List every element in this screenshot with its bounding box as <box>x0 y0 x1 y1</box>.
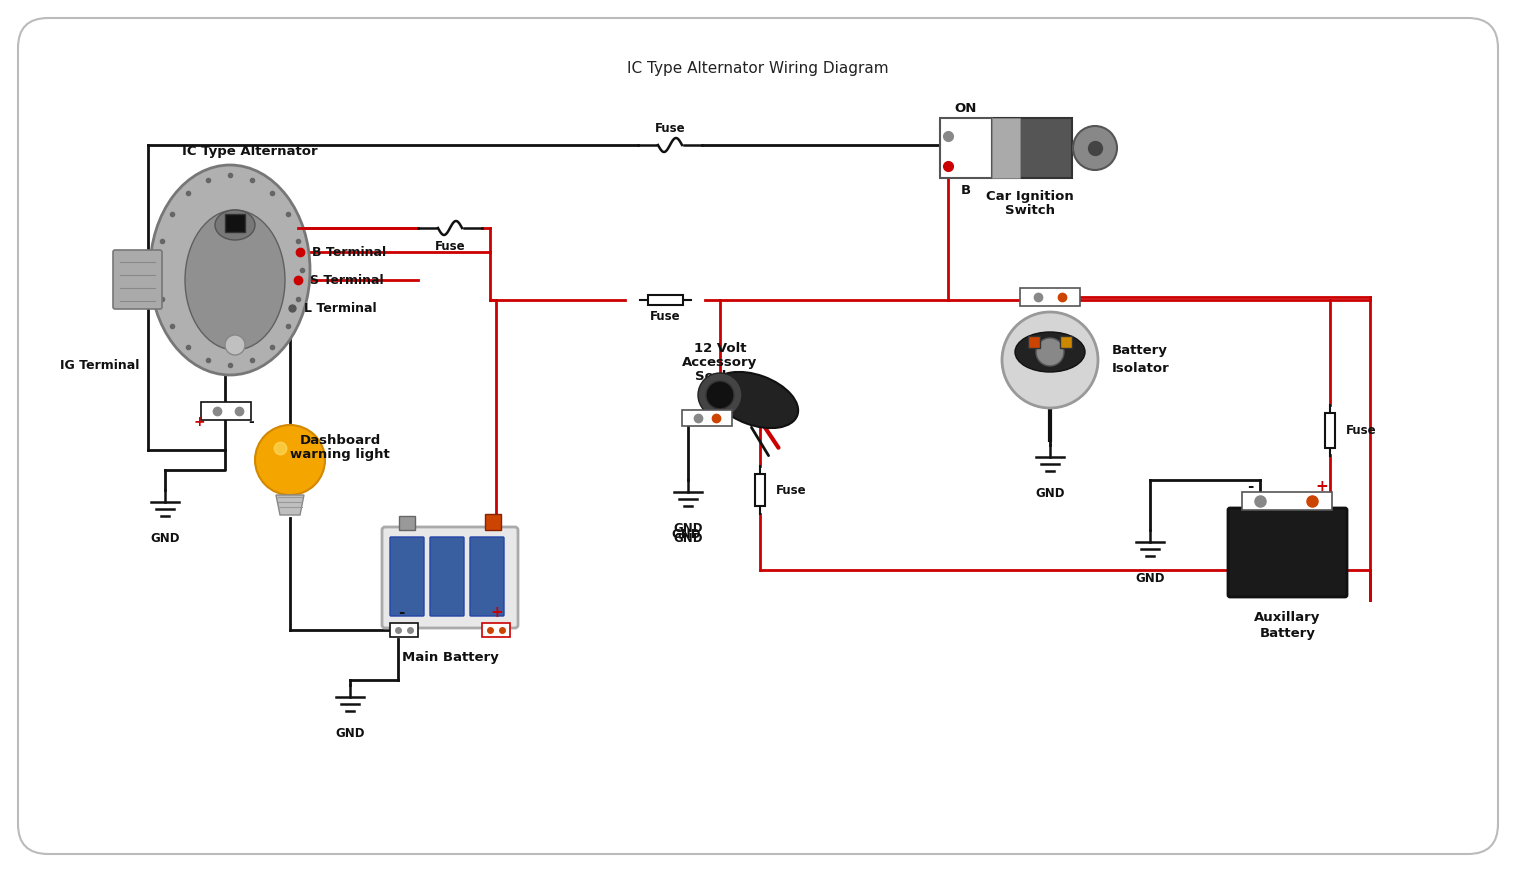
FancyBboxPatch shape <box>18 18 1498 854</box>
Text: Fuse: Fuse <box>1346 424 1377 437</box>
Text: -: - <box>1246 479 1254 494</box>
Text: Fuse: Fuse <box>776 483 807 496</box>
Text: -: - <box>249 415 253 429</box>
Text: B: B <box>961 183 972 196</box>
Text: Dashboard: Dashboard <box>299 433 381 446</box>
Ellipse shape <box>1016 332 1085 372</box>
Text: GND: GND <box>673 522 703 535</box>
Text: Car Ignition: Car Ignition <box>985 189 1073 202</box>
Text: Socket: Socket <box>694 370 746 383</box>
FancyBboxPatch shape <box>1228 508 1348 597</box>
Text: +: + <box>1316 479 1328 494</box>
FancyBboxPatch shape <box>431 537 464 616</box>
Text: GND: GND <box>1035 487 1064 500</box>
Text: warning light: warning light <box>290 447 390 460</box>
Circle shape <box>697 373 741 417</box>
Text: Fuse: Fuse <box>650 310 681 323</box>
Text: Main Battery: Main Battery <box>402 651 499 664</box>
Text: Fuse: Fuse <box>655 122 685 135</box>
Text: Auxillary: Auxillary <box>1254 610 1320 623</box>
Bar <box>755 474 766 506</box>
Text: GND: GND <box>150 532 180 545</box>
Circle shape <box>224 335 246 355</box>
Text: Isolator: Isolator <box>1113 362 1170 374</box>
Text: GND: GND <box>335 727 365 740</box>
Bar <box>224 214 246 232</box>
Text: B Terminal: B Terminal <box>312 246 387 258</box>
Text: L Terminal: L Terminal <box>305 302 376 315</box>
Bar <box>390 623 418 637</box>
Bar <box>940 118 991 178</box>
Text: ON: ON <box>955 101 978 114</box>
Polygon shape <box>276 495 305 515</box>
Bar <box>202 402 252 420</box>
Circle shape <box>1073 126 1117 170</box>
Text: Battery: Battery <box>1260 626 1316 639</box>
Circle shape <box>1002 312 1098 408</box>
Bar <box>991 118 1072 178</box>
Text: IC Type Alternator Wiring Diagram: IC Type Alternator Wiring Diagram <box>628 60 888 76</box>
Bar <box>682 410 732 426</box>
Circle shape <box>255 425 324 495</box>
Text: GND: GND <box>673 532 703 545</box>
Bar <box>1325 412 1336 447</box>
Text: -: - <box>397 605 405 620</box>
Bar <box>1020 288 1079 306</box>
Text: GND: GND <box>1135 572 1164 585</box>
Text: Battery: Battery <box>1113 344 1167 357</box>
Bar <box>1242 492 1333 510</box>
FancyBboxPatch shape <box>470 537 503 616</box>
Bar <box>482 623 509 637</box>
FancyBboxPatch shape <box>390 537 424 616</box>
Text: 12 Volt: 12 Volt <box>694 342 746 355</box>
Bar <box>991 118 1020 178</box>
Bar <box>399 516 415 530</box>
Circle shape <box>1035 338 1064 366</box>
FancyBboxPatch shape <box>114 250 162 309</box>
Text: +: + <box>193 415 205 429</box>
Ellipse shape <box>150 165 309 375</box>
Text: IG Terminal: IG Terminal <box>61 358 139 371</box>
Circle shape <box>706 381 734 409</box>
Bar <box>485 514 500 530</box>
Text: IC Type Alternator: IC Type Alternator <box>182 146 318 159</box>
Text: Switch: Switch <box>1005 203 1055 216</box>
Text: Fuse: Fuse <box>435 240 465 253</box>
Ellipse shape <box>215 210 255 240</box>
Text: +: + <box>491 605 503 620</box>
FancyBboxPatch shape <box>382 527 518 628</box>
Bar <box>647 295 682 305</box>
Text: Accessory: Accessory <box>682 356 758 369</box>
Text: GND: GND <box>672 528 700 541</box>
Ellipse shape <box>185 210 285 350</box>
Text: S Terminal: S Terminal <box>309 274 384 287</box>
Ellipse shape <box>713 372 797 428</box>
